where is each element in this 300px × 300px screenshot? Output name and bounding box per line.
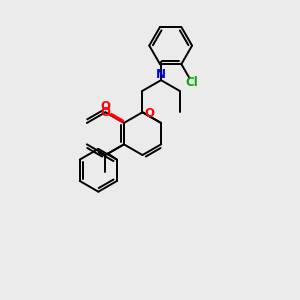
Text: O: O (144, 107, 154, 120)
Text: O: O (100, 100, 110, 113)
Text: O: O (100, 106, 110, 119)
Text: N: N (156, 68, 166, 81)
Text: Cl: Cl (185, 76, 198, 88)
